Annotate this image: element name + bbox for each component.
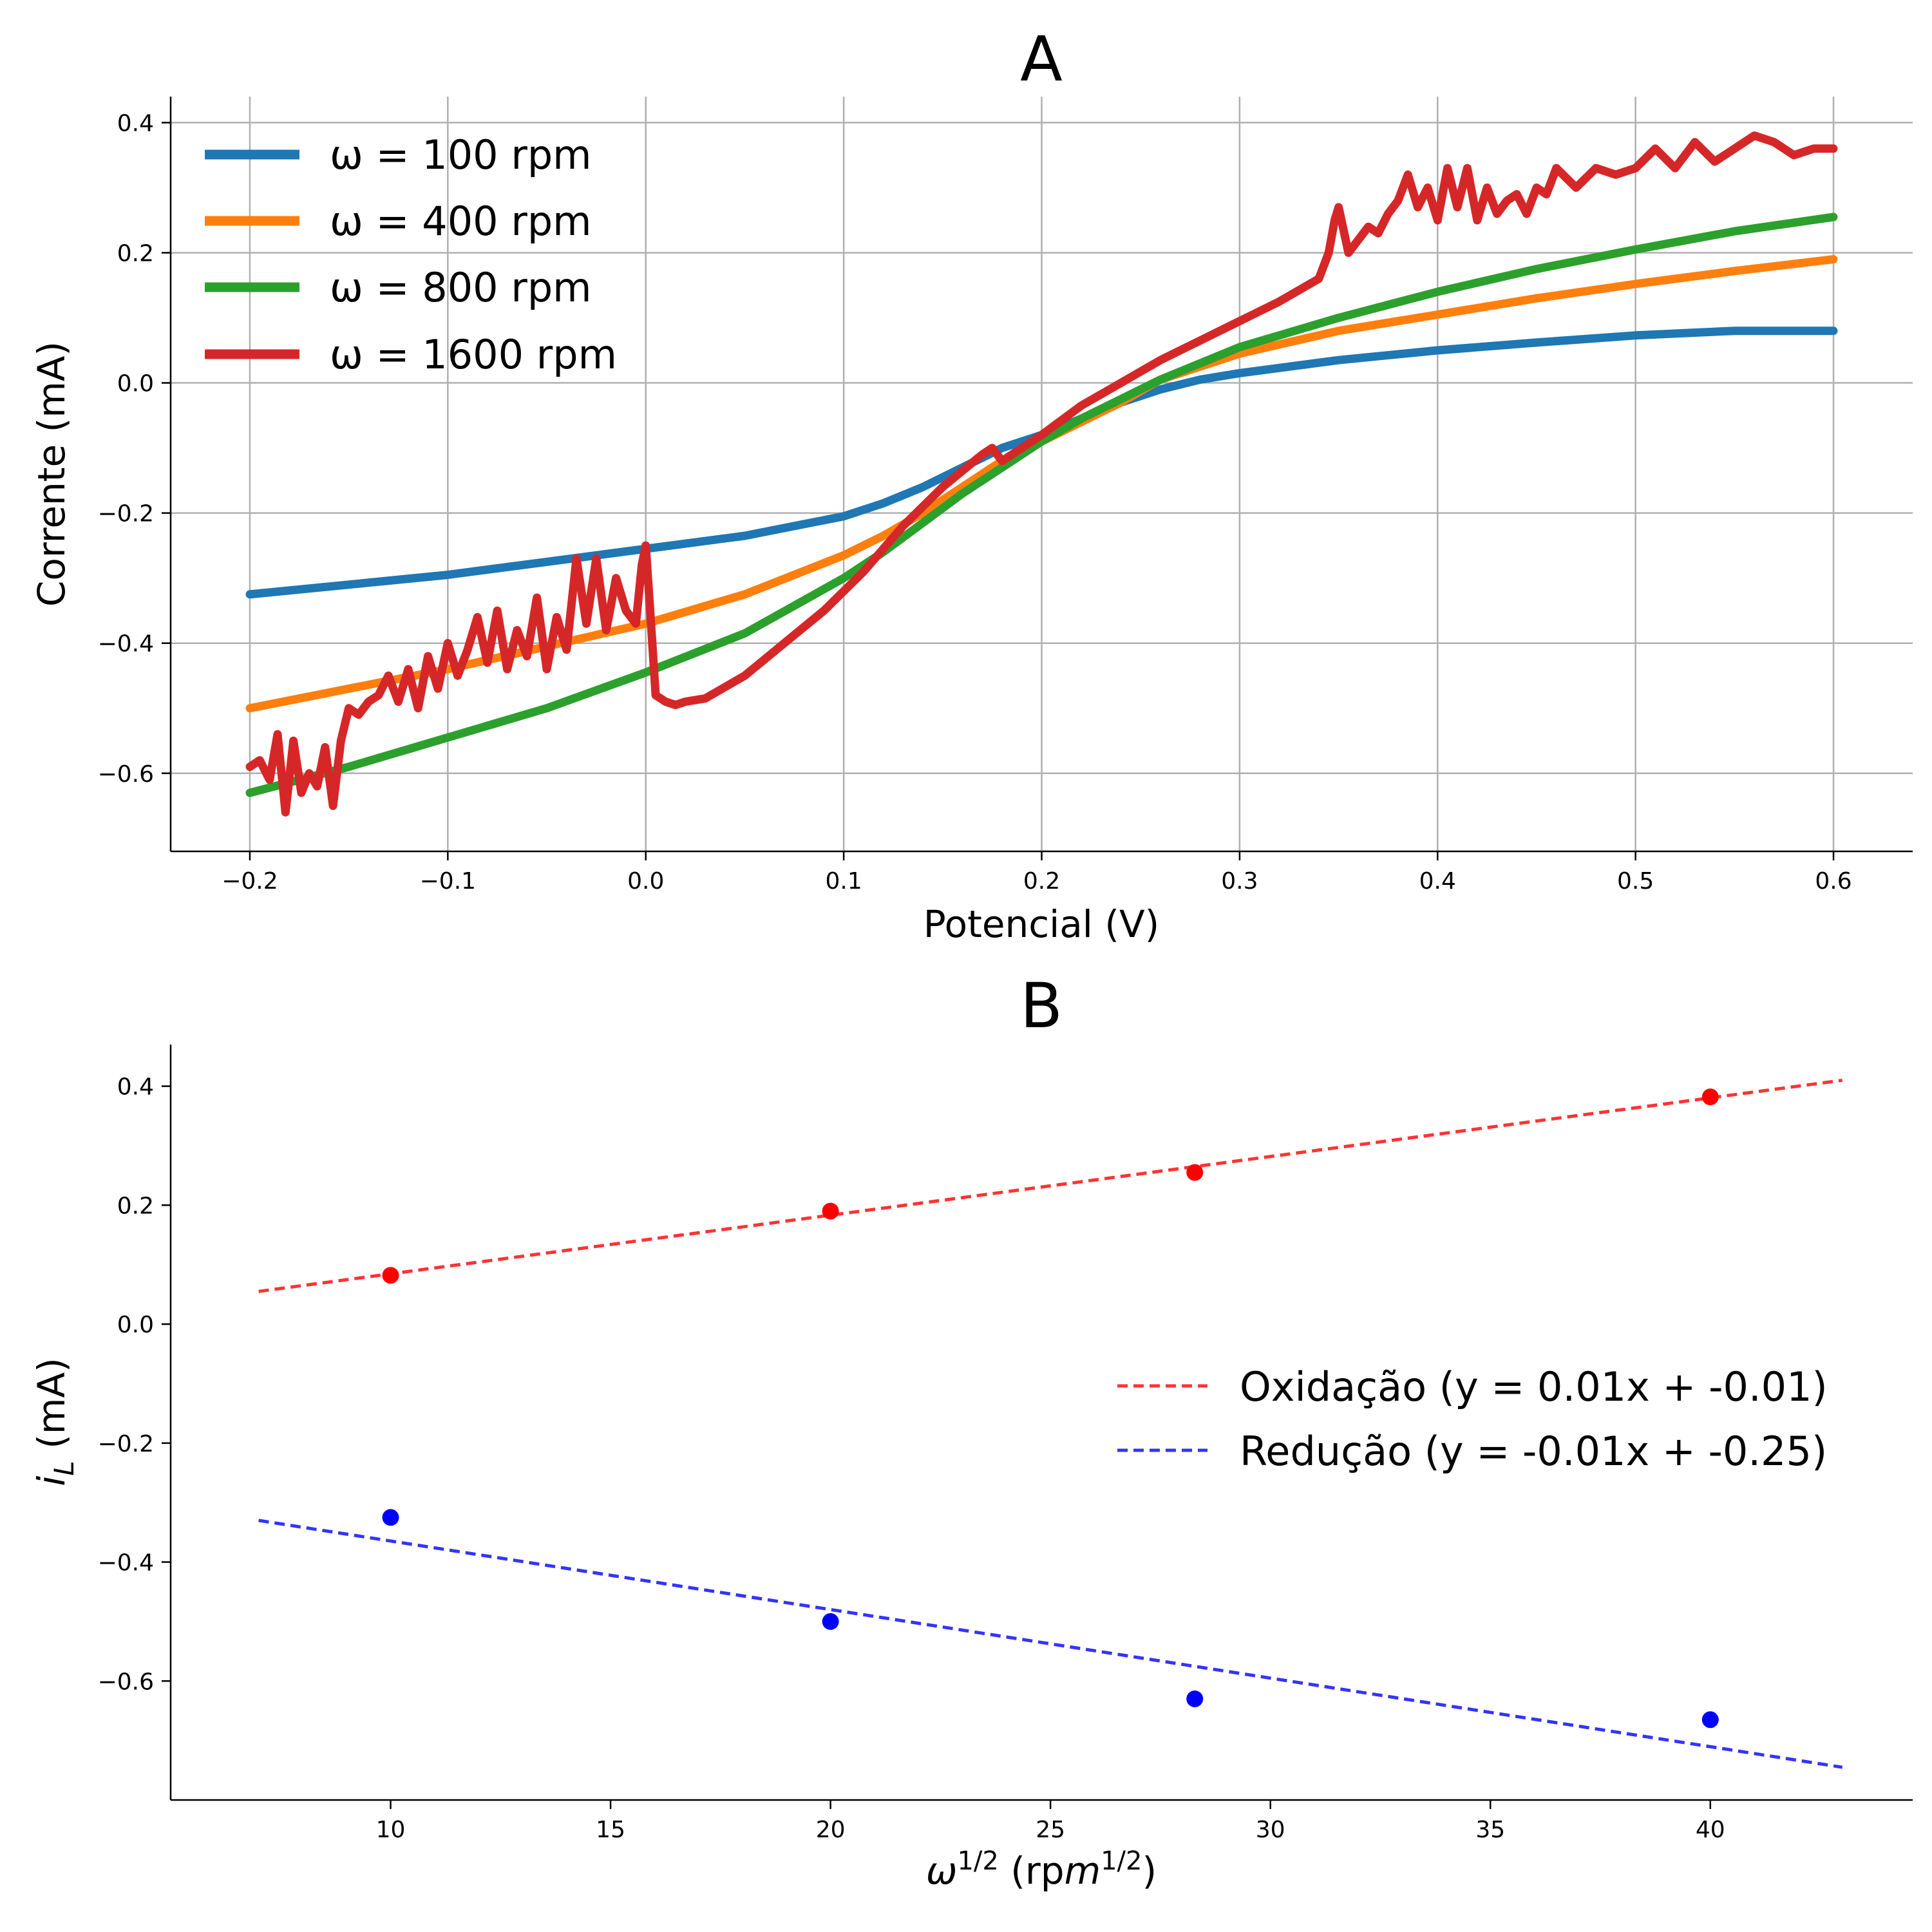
panel-a-x-ticks: −0.2 −0.1 0.0 0.1 0.2 0.3 0.4 0.5 0.6 [222,851,1852,895]
panel-a-title: A [1020,23,1063,95]
series-line-1600-rpm [245,131,1838,817]
x-tick-label: −0.1 [420,868,476,895]
legend-label-oxidacao: Oxidação (y = 0.01x + -0.01) [1240,1363,1828,1410]
panel-b-x-ticks: 10 15 20 25 30 35 40 [376,1800,1725,1843]
panel-a-lines [245,131,1838,817]
x-tick-label: 30 [1256,1817,1285,1843]
x-tick-label: 25 [1036,1817,1065,1843]
fit-line-oxidacao [258,1078,1843,1293]
x-tick-label: 0.1 [825,868,862,895]
data-point-reducao [822,1613,839,1630]
y-tick-label: −0.2 [98,501,154,527]
x-tick-label: −0.2 [222,868,278,895]
y-tick-label: 0.4 [117,110,154,137]
data-point-reducao [1701,1711,1719,1728]
x-tick-label: 0.6 [1815,868,1852,895]
y-tick-label: 0.0 [117,1312,154,1338]
y-tick-label: 0.0 [117,371,154,397]
y-tick-label: 0.4 [117,1074,154,1101]
panel-b: 10 15 20 25 30 35 40 0.4 0.2 0.0 −0.2 −0.4 −0.6 B ω… [30,970,1913,1893]
x-tick-label: 0.0 [627,868,664,895]
y-tick-label: 0.2 [117,240,154,267]
panel-b-title: B [1020,970,1063,1042]
x-tick-label: 35 [1475,1817,1505,1843]
panel-b-y-label: iL (mA) [30,1358,80,1486]
x-tick-label: 10 [376,1817,406,1843]
panel-a: −0.2 −0.1 0.0 0.1 0.2 0.3 0.4 0.5 0.6 0.40.20.0−… [30,23,1913,946]
y-tick-label: −0.4 [98,1550,154,1577]
panel-b-x-label: ω1/2 (rpm1/2) [926,1846,1157,1893]
panel-a-legend: ω = 100 rpm ω = 400 rpm ω = 800 rpm ω = … [205,131,617,378]
x-tick-label: 0.3 [1221,868,1258,895]
x-tick-label: 40 [1696,1817,1725,1843]
panel-b-y-ticks: 0.4 0.2 0.0 −0.2 −0.4 −0.6 [98,1074,171,1695]
data-point-reducao [1186,1690,1204,1707]
y-tick-label: −0.6 [98,1669,154,1695]
data-point-oxidacao [1186,1164,1204,1181]
panel-b-legend: Oxidação (y = 0.01x + -0.01) Redução (y … [1117,1363,1828,1475]
y-tick-label: −0.2 [98,1431,154,1457]
legend-label-400-rpm: ω = 400 rpm [330,198,592,245]
data-point-oxidacao [382,1267,399,1284]
panel-a-y-ticks: 0.4 0.2 0.0 −0.2 −0.4 −0.6 [98,110,171,788]
fit-line-reducao [258,1519,1843,1769]
y-tick-label: 0.2 [117,1193,154,1219]
x-tick-label: 0.2 [1023,868,1060,895]
x-tick-label: 15 [596,1817,625,1843]
legend-label-800-rpm: ω = 800 rpm [330,264,592,311]
x-tick-label: 0.4 [1419,868,1456,895]
panel-a-y-label: Corrente (mA) [30,341,73,607]
panel-a-x-label: Potencial (V) [923,902,1160,946]
panel-b-points [382,1088,1719,1728]
x-tick-label: 20 [816,1817,846,1843]
series-line-800-rpm [245,213,1838,797]
data-point-oxidacao [1701,1088,1719,1106]
x-tick-label: 0.5 [1617,868,1654,895]
y-tick-label: −0.4 [98,631,154,658]
legend-label-100-rpm: ω = 100 rpm [330,131,592,178]
legend-label-reducao: Redução (y = -0.01x + -0.25) [1240,1428,1827,1475]
legend-label-1600-rpm: ω = 1600 rpm [330,331,617,378]
y-tick-label: −0.6 [98,761,154,788]
data-point-reducao [382,1509,399,1526]
panel-b-fit-lines [258,1078,1843,1769]
data-point-oxidacao [822,1202,839,1220]
